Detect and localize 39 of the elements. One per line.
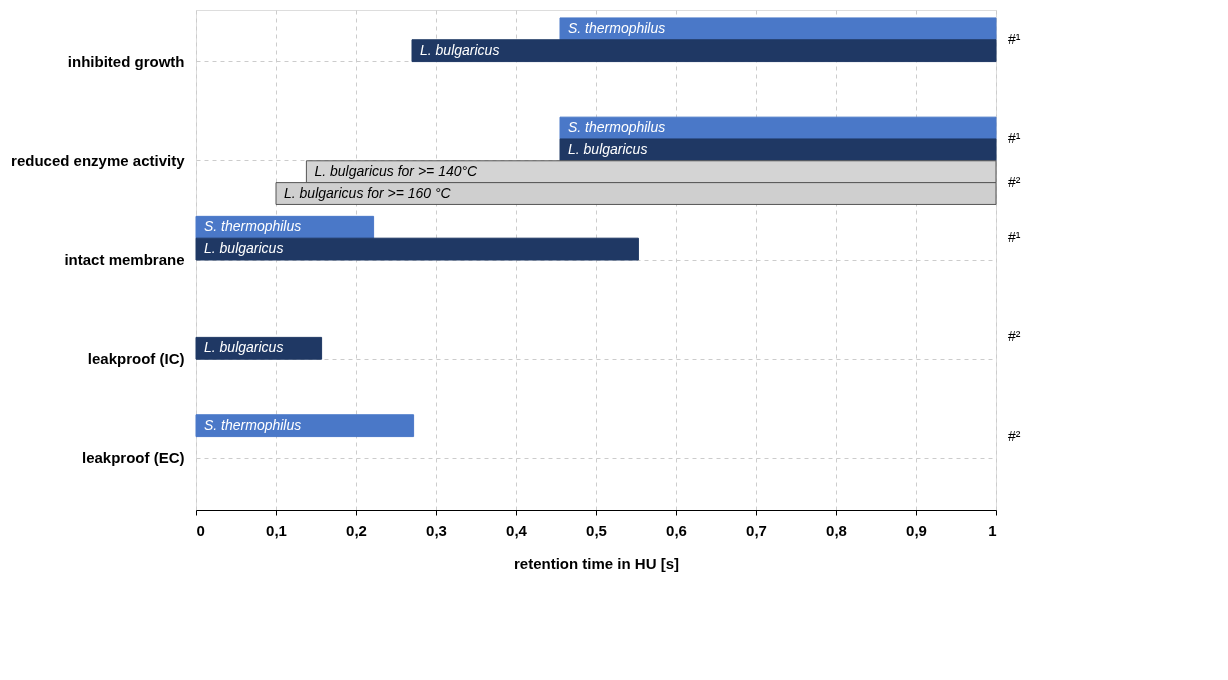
text: S. thermophilus [204,416,302,433]
series-label: L. bulgaricus [568,140,648,157]
series-label: L. bulgaricus for >= 140°C [314,162,479,179]
x-tick-label: 0,6 [666,521,687,539]
bar [559,116,997,140]
series-label: S. thermophilus [204,218,302,235]
x-axis-title: retention time in HU [s] [513,554,680,572]
x-tick-label: 0,1 [266,521,287,539]
bar [411,39,997,63]
bar [559,138,997,162]
x-tick-label: 0,5 [586,521,607,539]
text: #¹ [1008,229,1021,246]
y-tick-label: intact membrane [64,251,185,268]
x-tick-label: 0,9 [906,521,927,539]
text: L. bulgaricus [420,41,500,58]
x-tick-label: 0 [196,521,205,539]
x-tick-label: 0,2 [346,521,367,539]
text: S. thermophilus [568,119,666,136]
text: #² [1008,427,1021,444]
bar [195,237,639,261]
x-tick-label: 1 [988,521,997,539]
x-tick-label: 0,4 [506,521,528,539]
text: #¹ [1008,129,1021,146]
y-tick-label: leakproof (IC) [87,350,185,368]
y-tick-label: leakproof (EC) [81,449,185,467]
y-tick-label: inhibited growth [67,52,185,70]
y-tick-label: reduced enzyme activity [11,151,186,169]
text: L. bulgaricus [204,240,284,257]
bar [195,414,415,438]
x-tick-label: 0,7 [746,521,767,539]
x-tick-label: 0,8 [826,521,847,539]
bar [559,17,997,41]
text: #² [1008,173,1021,190]
series-label: L. bulgaricus for >= 160 °C [284,184,452,201]
text: #¹ [1008,30,1021,47]
x-tick-label: 0,3 [426,521,447,539]
text: S. thermophilus [568,19,666,36]
text: L. bulgaricus [204,339,284,356]
text: #² [1008,328,1021,345]
